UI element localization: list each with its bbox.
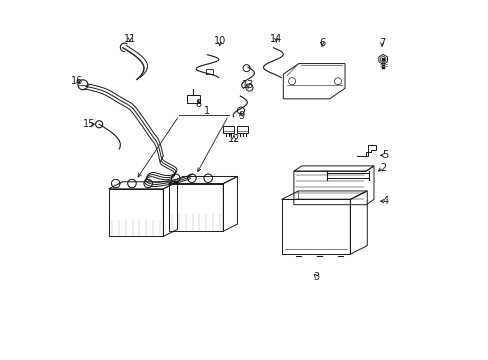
Bar [186,95,199,103]
Text: 15: 15 [83,119,95,129]
Text: 1: 1 [204,106,210,116]
Text: 9: 9 [238,112,244,121]
Bar [205,68,213,74]
Text: 3: 3 [313,272,319,282]
Text: 13: 13 [242,80,254,90]
Text: 6: 6 [318,38,325,48]
Bar [223,126,233,134]
Text: 11: 11 [123,34,136,44]
Text: 4: 4 [382,196,388,206]
Bar [237,126,247,134]
Text: 5: 5 [382,150,388,160]
Text: 16: 16 [71,76,83,86]
Text: 2: 2 [380,163,386,173]
Text: 12: 12 [227,134,240,144]
Text: 7: 7 [378,38,385,48]
Text: 8: 8 [195,99,201,109]
Bar [327,172,368,178]
Text: 14: 14 [269,34,282,44]
Text: 10: 10 [213,36,225,46]
